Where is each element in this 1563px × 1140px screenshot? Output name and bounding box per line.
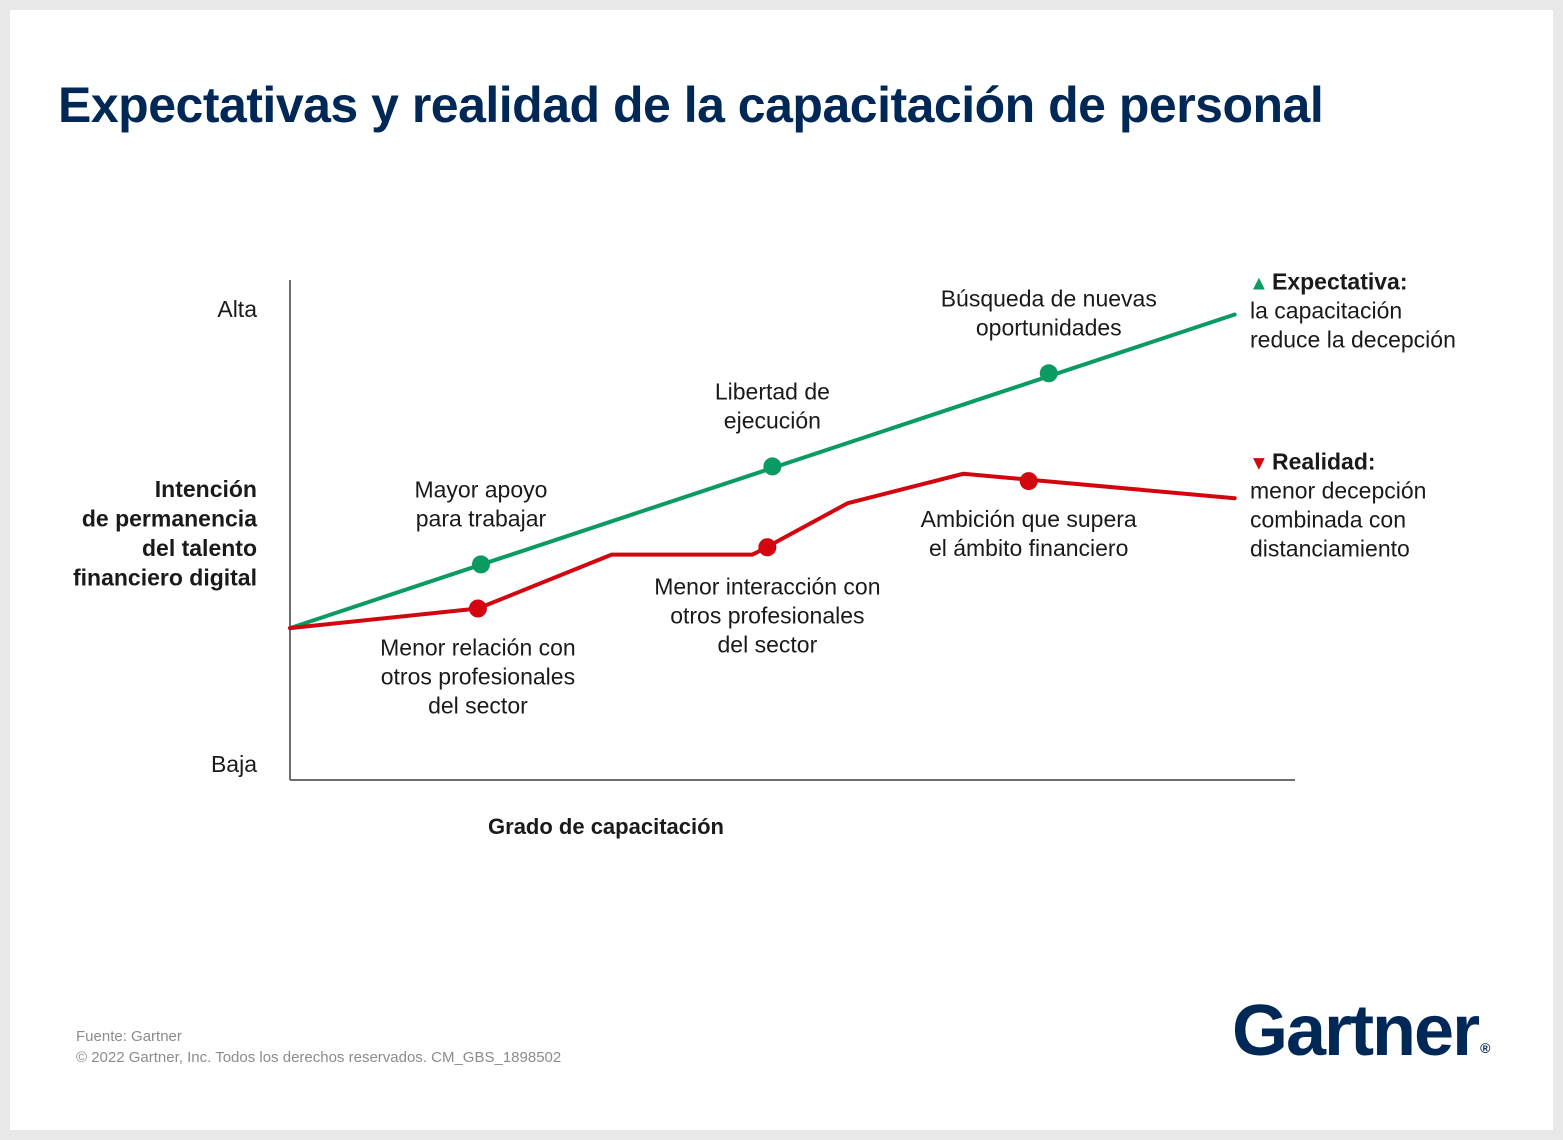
annotation-realidad-line: Menor relación con <box>380 635 576 661</box>
annotation-realidad-line: del sector <box>718 631 818 657</box>
legend-marker-realidad: ▼ <box>1249 452 1269 474</box>
x-axis-label: Grado de capacitación <box>488 814 724 839</box>
annotation-realidad-line: Ambición que supera <box>921 506 1137 532</box>
legend-marker-expectativa: ▲ <box>1249 273 1269 295</box>
annotation-realidad-line: del sector <box>428 693 528 719</box>
y-axis-label-line: financiero digital <box>73 565 257 591</box>
annotation-realidad-line: Menor interacción con <box>654 573 880 599</box>
annotation-realidad-line: el ámbito financiero <box>929 535 1128 561</box>
legend-text-expectativa: reduce la decepción <box>1250 327 1456 353</box>
legend-title-expectativa: Expectativa: <box>1272 269 1408 295</box>
chart-title: Expectativas y realidad de la capacitaci… <box>58 77 1324 133</box>
annotation-realidad-line: otros profesionales <box>381 664 575 690</box>
legend-text-realidad: menor decepción <box>1250 477 1426 503</box>
y-axis-label-line: de permanencia <box>82 506 257 532</box>
annotation-expectativa-line: Búsqueda de nuevas <box>941 285 1157 311</box>
y-axis-label-line: Intención <box>155 476 257 502</box>
data-point-expectativa <box>471 555 490 574</box>
annotation-expectativa-line: Mayor apoyo <box>414 476 547 502</box>
data-point-realidad <box>468 599 487 618</box>
annotation-realidad-line: otros profesionales <box>670 602 864 628</box>
y-tick-label-top: Alta <box>217 296 257 322</box>
source-note: Fuente: Gartner <box>76 1028 182 1045</box>
y-tick-label-bottom: Baja <box>211 751 257 777</box>
copyright-note: © 2022 Gartner, Inc. Todos los derechos … <box>76 1049 562 1066</box>
series-line-realidad <box>288 471 1237 631</box>
annotation-expectativa-line: oportunidades <box>976 314 1122 340</box>
series-line-expectativa <box>288 312 1237 631</box>
data-point-expectativa <box>1039 364 1058 383</box>
legend-title-realidad: Realidad: <box>1272 448 1376 474</box>
annotation-expectativa-line: Libertad de <box>715 378 830 404</box>
annotation-expectativa-line: para trabajar <box>416 505 547 531</box>
annotation-expectativa-line: ejecución <box>724 407 821 433</box>
footer: Fuente: Gartner © 2022 Gartner, Inc. Tod… <box>76 1026 561 1068</box>
data-point-expectativa <box>763 457 782 476</box>
legend-text-realidad: combinada con <box>1250 506 1406 532</box>
logo-text: Gartner <box>1232 991 1480 1071</box>
registered-mark: ® <box>1480 1040 1491 1056</box>
data-point-realidad <box>1019 472 1038 491</box>
y-axis-label-line: del talento <box>142 535 257 561</box>
data-point-realidad <box>758 538 777 557</box>
line-chart: Alta Baja Intención de permanencia del talen… <box>73 269 1456 840</box>
legend-text-expectativa: la capacitación <box>1250 298 1402 324</box>
infographic-card: Expectativas y realidad de la capacitaci… <box>10 10 1553 1130</box>
legend-text-realidad: distanciamiento <box>1250 535 1410 561</box>
gartner-logo: Gartner ® <box>1232 990 1490 1072</box>
